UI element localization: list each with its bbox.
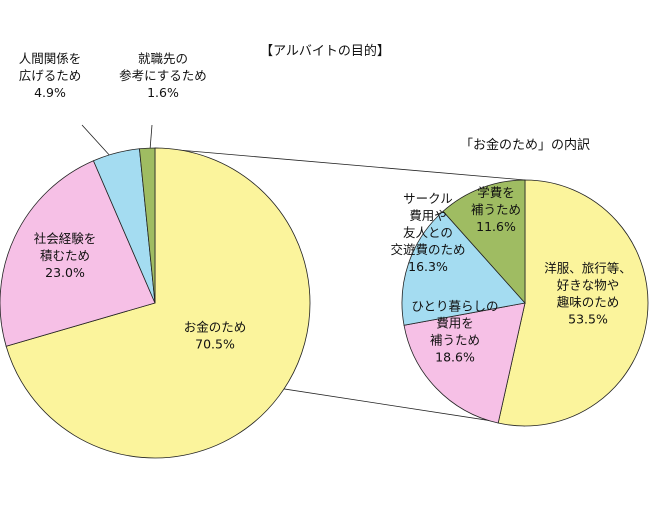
main-slice-label-1: 社会経験を積むため 23.0%: [34, 231, 97, 280]
breakdown-slice-3: [442, 179, 526, 305]
main-chart-title: 【アルバイトの目的】: [260, 43, 390, 59]
leader-line-relationships: [81, 124, 113, 159]
breakdown-slice-label-3: 学費を補うため 11.6%: [471, 185, 521, 234]
breakdown-slice-label-0: 洋服、旅行等、好きな物や趣味のため 53.5%: [544, 261, 632, 327]
main-slice-3: [139, 147, 156, 304]
connector-line-top: [154, 147, 526, 181]
slice-labels: お金のため 70.5% 社会経験を積むため 23.0% 人間関係を広げるため 4.9% 就職…: [19, 51, 632, 365]
main-slice-1: [0, 160, 156, 347]
main-slice-label-3: 就職先の参考にするため 1.6%: [119, 51, 207, 100]
main-slice-label-2: 人間関係を広げるため 4.9%: [19, 51, 82, 100]
breakdown-chart-title: 「お金のため」の内訳: [460, 137, 590, 153]
breakdown-slice-0: [497, 179, 649, 427]
main-slice-0: [5, 147, 311, 459]
leader-line-career: [149, 124, 153, 151]
breakdown-slice-1: [403, 302, 526, 424]
breakdown-slice-2: [401, 210, 526, 326]
main-pie: [0, 147, 311, 459]
main-slice-label-0: お金のため 70.5%: [184, 320, 247, 352]
breakdown-slice-label-2: サークル費用や友人との交遊費のため 16.3%: [390, 191, 465, 274]
breakdown-slice-label-1: ひとり暮らしの費用を補うため 18.6%: [411, 299, 498, 365]
breakdown-pie: [401, 179, 649, 427]
